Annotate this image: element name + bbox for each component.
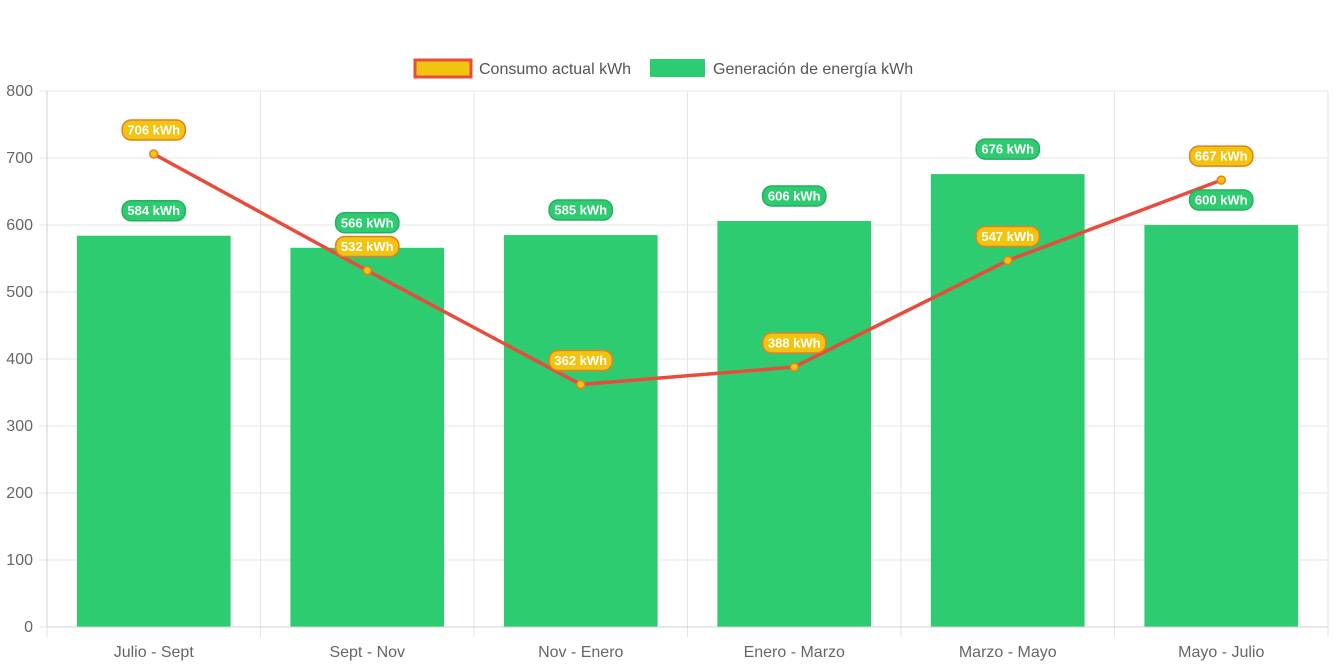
line-point xyxy=(789,362,799,372)
bar-value-label-bg xyxy=(121,199,187,222)
y-tick-label: 0 xyxy=(24,619,33,636)
x-tick-label: Marzo - Mayo xyxy=(959,644,1057,661)
bar-value-label: 584 kWh xyxy=(127,203,180,218)
line-point xyxy=(576,379,586,390)
y-tick-label: 400 xyxy=(6,351,33,368)
line-value-label: 547 kWh xyxy=(981,229,1034,244)
y-tick-label: 700 xyxy=(6,150,33,167)
y-tick-label: 100 xyxy=(6,552,33,569)
line-value-label: 706 kWh xyxy=(127,122,180,137)
line-value-label: 362 kWh xyxy=(554,353,607,368)
axes: 0 100 200 300 400 500 600 700 800 Julio - Sept Sep… xyxy=(6,83,1328,661)
y-tick-label: 200 xyxy=(6,485,33,502)
y-tick-label: 300 xyxy=(6,418,33,435)
bar-value-label-bg xyxy=(334,212,400,234)
line-value-label: 388 kWh xyxy=(768,336,821,351)
line-value-label: 667 kWh xyxy=(1195,149,1248,164)
bar-value-label: 566 kWh xyxy=(341,215,394,230)
legend-swatch-consumption xyxy=(413,58,473,79)
y-tick-label: 800 xyxy=(6,83,33,100)
bar-value-label-bg xyxy=(548,199,614,221)
bar-value-label: 676 kWh xyxy=(981,142,1034,157)
bar xyxy=(1144,225,1299,627)
line-point xyxy=(149,149,159,159)
line-value-label-bg xyxy=(334,235,400,258)
line-value-label-bg xyxy=(1188,145,1254,167)
bar-value-label: 600 kWh xyxy=(1195,193,1248,208)
line-value-label-bg xyxy=(761,332,827,354)
line-value-label-bg xyxy=(121,119,187,141)
consumption-line xyxy=(152,152,1222,387)
grid-lines xyxy=(39,90,1329,637)
y-tick-label: 600 xyxy=(6,217,33,234)
bar xyxy=(503,235,658,628)
line-point xyxy=(1003,255,1013,266)
x-tick-label: Sept - Nov xyxy=(329,644,405,661)
legend-label-consumption: Consumo actual kWh xyxy=(479,61,631,78)
y-tick-label: 500 xyxy=(6,284,33,301)
bar xyxy=(930,174,1085,627)
line-series xyxy=(149,149,1226,390)
bar xyxy=(290,247,445,627)
x-tick-label: Nov - Enero xyxy=(538,644,623,661)
bar-value-label-bg xyxy=(1188,189,1254,211)
bar xyxy=(717,220,872,628)
line-point xyxy=(1216,175,1226,185)
bar-value-label: 606 kWh xyxy=(768,188,821,203)
legend: Consumo actual kWh Generación de energía … xyxy=(413,58,913,79)
legend-label-generation: Generación de energía kWh xyxy=(713,61,913,78)
legend-swatch-generation xyxy=(650,59,705,77)
line-point xyxy=(362,265,372,276)
x-tick-label: Mayo - Julio xyxy=(1178,644,1264,661)
line-value-label-bg xyxy=(548,349,614,372)
bar-value-label-bg xyxy=(761,185,827,207)
bar-value-label-bg xyxy=(975,138,1041,160)
data-labels: 584 kWh 566 kWh 585 kWh 606 kWh 676 kWh 600 k… xyxy=(121,119,1254,372)
line-value-label: 532 kWh xyxy=(341,239,394,254)
x-tick-label: Enero - Marzo xyxy=(744,644,845,661)
line-value-label-bg xyxy=(975,225,1041,248)
bar xyxy=(76,235,231,627)
bar-value-label: 585 kWh xyxy=(554,203,607,218)
bar-series xyxy=(76,174,1299,628)
x-tick-label: Julio - Sept xyxy=(114,644,195,661)
